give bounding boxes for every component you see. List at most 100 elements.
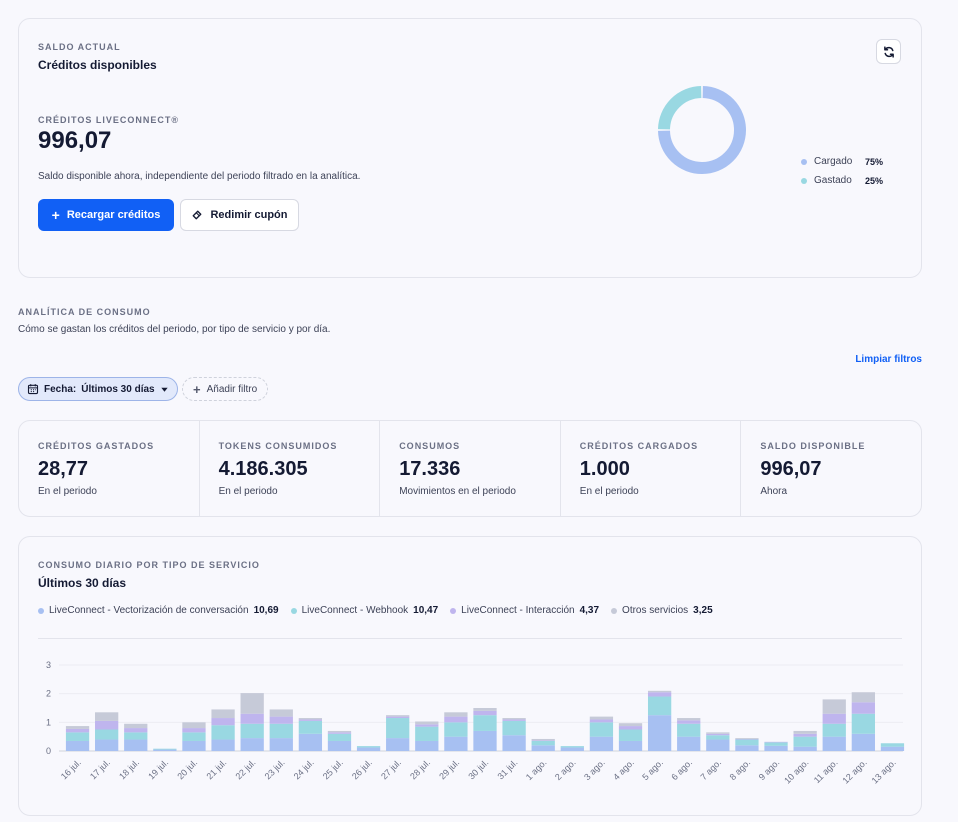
bar-segment[interactable] [793,730,817,734]
bar-segment[interactable] [153,748,177,750]
bar-segment[interactable] [793,746,817,751]
bar-segment[interactable] [677,736,701,751]
bar-segment[interactable] [240,738,264,751]
bar-segment[interactable] [298,720,323,734]
bar-segment[interactable] [327,733,352,741]
redeem-coupon-button[interactable]: Redimir cupón [180,199,299,231]
bar-segment[interactable] [618,740,643,751]
bar-segment[interactable] [386,716,410,719]
bar-segment[interactable] [211,709,235,719]
bar-segment[interactable] [298,719,323,721]
bar-segment[interactable] [560,747,584,751]
recharge-credits-button[interactable]: + Recargar créditos [38,199,174,231]
bar-segment[interactable] [65,728,90,733]
bar-segment[interactable] [735,739,759,746]
bar-segment[interactable] [240,713,264,724]
bar-segment[interactable] [415,721,439,725]
bar-segment[interactable] [647,690,672,693]
bar-segment[interactable] [647,692,672,697]
date-filter-chip[interactable]: Fecha: Últimos 30 días [18,377,178,401]
bar-segment[interactable] [153,749,177,751]
bar-segment[interactable] [822,699,846,714]
bar-segment[interactable] [386,715,410,717]
bar-segment[interactable] [822,713,846,724]
bar-segment[interactable] [444,716,468,723]
bar-segment[interactable] [444,736,468,751]
bar-segment[interactable] [124,723,148,729]
bar-segment[interactable] [95,712,119,721]
bar-segment[interactable] [415,740,439,751]
bar-segment[interactable] [65,732,90,741]
bar-segment[interactable] [502,719,526,721]
bar-segment[interactable] [473,708,497,711]
bar-segment[interactable] [269,738,293,751]
bar-segment[interactable] [706,735,730,740]
bar-segment[interactable] [764,742,788,746]
bar-segment[interactable] [298,733,323,751]
bar-segment[interactable] [706,739,730,751]
bar-segment[interactable] [793,736,817,747]
bar-segment[interactable] [677,718,701,721]
bar-segment[interactable] [415,726,439,741]
bar-segment[interactable] [444,722,468,737]
bar-segment[interactable] [618,729,643,741]
bar-segment[interactable] [502,718,526,720]
clear-filters-link[interactable]: Limpiar filtros [855,354,922,365]
bar-segment[interactable] [677,720,701,724]
bar-segment[interactable] [298,718,323,720]
bar-segment[interactable] [182,722,206,729]
bar-segment[interactable] [880,743,905,747]
bar-segment[interactable] [502,735,526,751]
bar-segment[interactable] [502,720,526,736]
bar-segment[interactable] [677,723,701,737]
bar-segment[interactable] [356,747,381,751]
bar-segment[interactable] [95,739,119,751]
bar-segment[interactable] [95,720,119,730]
bar-segment[interactable] [589,736,614,751]
bar-segment[interactable] [851,702,875,714]
bar-segment[interactable] [764,741,788,743]
bar-segment[interactable] [269,723,293,739]
bar-segment[interactable] [851,733,875,751]
bar-segment[interactable] [706,732,730,734]
bar-segment[interactable] [211,739,235,751]
bar-segment[interactable] [735,738,759,739]
bar-segment[interactable] [560,746,584,748]
bar-segment[interactable] [473,730,497,751]
bar-segment[interactable] [647,696,672,716]
bar-segment[interactable] [386,738,410,751]
bar-segment[interactable] [589,716,614,720]
bar-segment[interactable] [473,715,497,731]
bar-segment[interactable] [356,746,381,748]
bar-segment[interactable] [764,745,788,751]
refresh-button[interactable] [876,39,901,64]
bar-segment[interactable] [444,712,468,717]
bar-segment[interactable] [211,725,235,740]
bar-segment[interactable] [65,726,90,729]
bar-segment[interactable] [327,732,352,734]
bar-segment[interactable] [182,732,206,741]
bar-segment[interactable] [240,693,264,714]
bar-segment[interactable] [822,736,846,751]
bar-segment[interactable] [793,733,817,737]
bar-segment[interactable] [647,715,672,751]
bar-segment[interactable] [822,723,846,737]
bar-segment[interactable] [589,719,614,723]
bar-segment[interactable] [327,740,352,751]
bar-segment[interactable] [124,739,148,751]
bar-segment[interactable] [327,730,352,733]
bar-segment[interactable] [65,740,90,751]
bar-segment[interactable] [531,738,555,741]
bar-segment[interactable] [531,740,555,746]
bar-segment[interactable] [124,728,148,733]
bar-segment[interactable] [589,722,614,737]
bar-segment[interactable] [618,726,643,730]
bar-segment[interactable] [240,723,264,739]
bar-segment[interactable] [851,713,875,734]
bar-segment[interactable] [95,729,119,740]
bar-segment[interactable] [618,723,643,727]
bar-segment[interactable] [531,745,555,751]
bar-segment[interactable] [269,716,293,724]
bar-segment[interactable] [531,740,555,741]
bar-segment[interactable] [415,724,439,727]
